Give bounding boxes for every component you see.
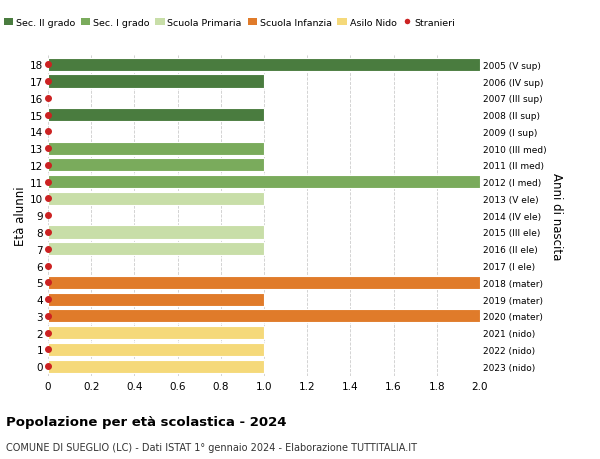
Bar [48, 360, 264, 373]
Bar [48, 276, 480, 289]
Bar [48, 59, 480, 72]
Bar [48, 159, 264, 172]
Bar [48, 326, 264, 339]
Bar [48, 109, 264, 122]
Bar [48, 310, 480, 323]
Text: Popolazione per età scolastica - 2024: Popolazione per età scolastica - 2024 [6, 415, 287, 428]
Text: COMUNE DI SUEGLIO (LC) - Dati ISTAT 1° gennaio 2024 - Elaborazione TUTTITALIA.IT: COMUNE DI SUEGLIO (LC) - Dati ISTAT 1° g… [6, 442, 417, 452]
Bar [48, 75, 264, 89]
Bar [48, 226, 264, 239]
Bar [48, 192, 264, 206]
Legend: Sec. II grado, Sec. I grado, Scuola Primaria, Scuola Infanzia, Asilo Nido, Stran: Sec. II grado, Sec. I grado, Scuola Prim… [0, 15, 459, 31]
Bar [48, 243, 264, 256]
Bar [48, 142, 264, 155]
Bar [48, 176, 480, 189]
Bar [48, 293, 264, 306]
Bar [48, 343, 264, 356]
Y-axis label: Età alunni: Età alunni [14, 186, 27, 246]
Y-axis label: Anni di nascita: Anni di nascita [550, 172, 563, 259]
